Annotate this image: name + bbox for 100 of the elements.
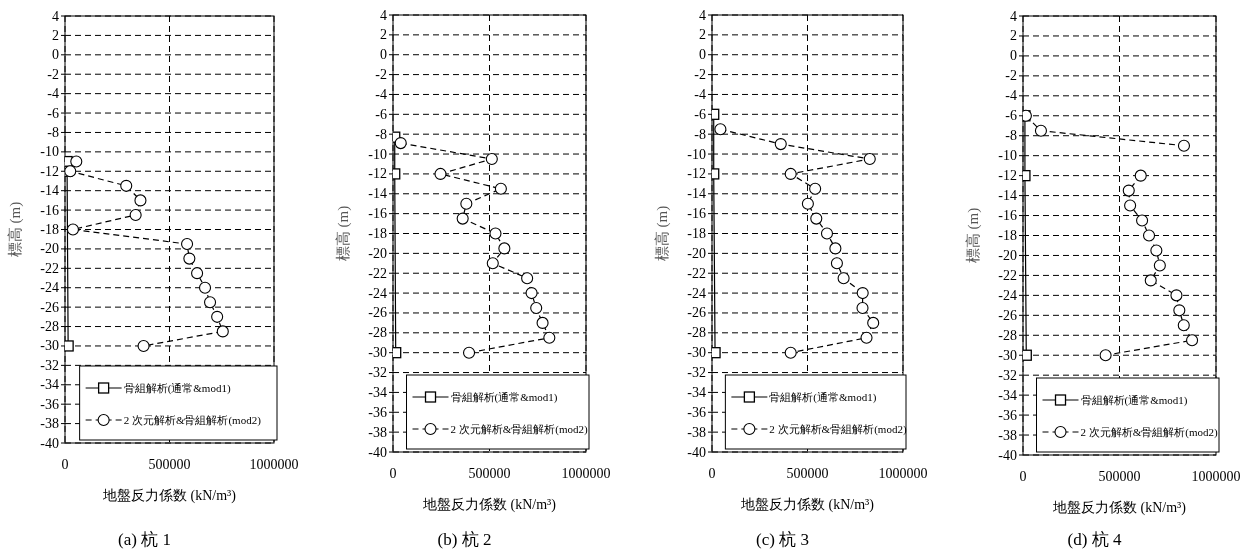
y-tick-label: -16 (998, 208, 1017, 224)
y-tick-label: -30 (368, 345, 387, 361)
point (714, 123, 727, 136)
y-tick-label: -16 (40, 202, 59, 218)
point (543, 331, 556, 344)
y-tick-label: -8 (47, 124, 59, 140)
point (837, 272, 850, 285)
y-tick-label: -30 (687, 345, 706, 361)
y-tick-label: -8 (694, 126, 706, 142)
y-tick-label: -18 (687, 226, 706, 241)
y-tick-label: -10 (40, 144, 59, 160)
x-tick-label: 1000000 (249, 457, 299, 472)
y-tick-label: 2 (380, 27, 387, 43)
point (204, 296, 217, 309)
text: (c) 杭 3 (756, 530, 809, 549)
point (1136, 214, 1149, 227)
point (1150, 244, 1163, 257)
y-tick-label: -22 (368, 265, 387, 281)
y-tick-label: 4 (380, 7, 387, 23)
point (525, 287, 538, 300)
y-tick-label: -34 (368, 384, 387, 400)
y-tick-label: -20 (368, 245, 387, 261)
y-tick-label: -4 (47, 86, 59, 102)
y-tick-label: -20 (998, 247, 1017, 263)
y-tick-label: -8 (1005, 128, 1017, 144)
point (66, 223, 79, 236)
y-tick-label: -32 (998, 367, 1017, 383)
y-tick-label: -16 (687, 206, 706, 222)
y-tick-label: -14 (368, 186, 387, 202)
point (521, 272, 534, 285)
point (498, 242, 511, 255)
y-tick-label: -4 (375, 86, 387, 102)
y-tick-label: -10 (368, 146, 387, 162)
y-tick-label: 0 (380, 47, 387, 63)
point (1122, 184, 1135, 197)
point (462, 346, 476, 359)
y-tick-label: -22 (998, 267, 1017, 283)
point (863, 152, 876, 166)
y-tick-label: -24 (998, 287, 1017, 303)
point (1134, 169, 1147, 182)
y-axis-title: 標高 (m) (335, 205, 352, 262)
x-axis-title: 地盤反力係数 (kN/m³) (102, 488, 237, 504)
point (70, 155, 83, 168)
y-tick-label: -14 (687, 186, 706, 202)
point (394, 137, 407, 150)
y-tick-label: -32 (687, 365, 706, 381)
point (183, 252, 196, 265)
point (1177, 319, 1190, 332)
x-tick-label: 1000000 (1191, 469, 1241, 484)
y-tick-label: -18 (40, 222, 59, 237)
point (860, 331, 873, 344)
y-tick-label: -2 (1005, 68, 1017, 84)
point (536, 316, 549, 329)
y-tick-label: -40 (368, 444, 387, 460)
y-tick-label: -8 (375, 126, 387, 142)
point (485, 152, 498, 166)
y-tick-label: -28 (998, 327, 1017, 343)
y-tick-label: -2 (375, 67, 387, 83)
point (801, 197, 814, 210)
point (1142, 229, 1156, 242)
y-tick-label: -36 (40, 396, 59, 412)
point (856, 287, 869, 300)
y-tick-label: -4 (1005, 88, 1017, 104)
point (460, 197, 473, 210)
point (216, 325, 229, 338)
x-tick-label: 500000 (148, 457, 191, 472)
point (1170, 289, 1183, 302)
x-tick-label: 1000000 (561, 466, 611, 481)
point (120, 179, 133, 192)
legend-label: 2 次元解析&骨組解析(mod2) (1080, 426, 1219, 439)
y-tick-label: 2 (1010, 28, 1017, 44)
point (712, 347, 721, 359)
point (1177, 139, 1191, 152)
y-tick-label: -32 (368, 365, 387, 381)
y-tick-label: -12 (40, 163, 59, 179)
y-tick-label: -18 (998, 228, 1017, 243)
y-tick-label: -34 (998, 387, 1017, 403)
y-axis-title: 標高 (m) (965, 207, 982, 264)
point (393, 347, 402, 359)
x-tick-label: 500000 (786, 466, 829, 481)
point (784, 167, 797, 180)
x-tick-label: 500000 (468, 466, 511, 481)
y-tick-label: 2 (699, 27, 706, 43)
point (1144, 274, 1157, 287)
y-tick-label: 4 (1010, 8, 1017, 24)
y-tick-label: -24 (687, 285, 706, 301)
point (494, 182, 507, 195)
legend-label: 2 次元解析&骨組解析(mod2) (450, 423, 589, 436)
legend-label: 骨組解析(通常&mod1) (123, 382, 231, 395)
point (829, 242, 842, 255)
y-tick-label: -12 (368, 166, 387, 182)
y-tick-label: -22 (687, 265, 706, 281)
y-tick-label: 0 (1010, 48, 1017, 64)
point (129, 208, 142, 221)
point (65, 165, 77, 178)
y-tick-label: -38 (998, 427, 1017, 443)
point (181, 238, 194, 251)
point (486, 257, 499, 270)
y-tick-label: -20 (40, 241, 59, 257)
legend-label: 2 次元解析&骨組解析(mod2) (769, 423, 907, 436)
